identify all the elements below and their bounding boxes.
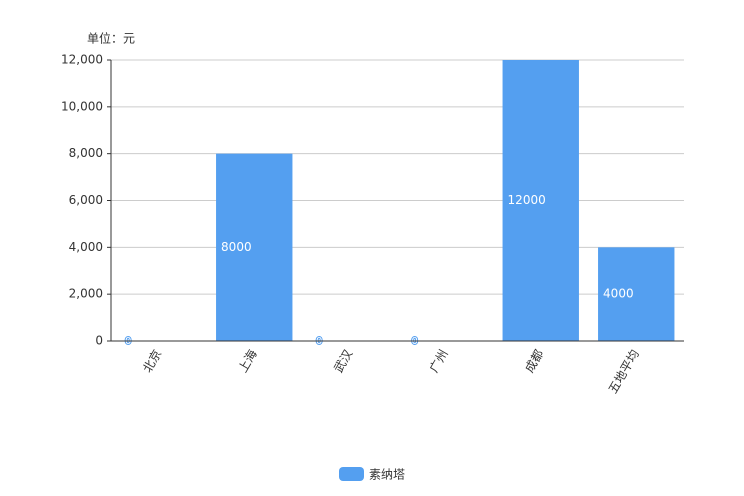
legend-label: 素纳塔 [369,468,405,482]
x-tick-label: 上海 [235,347,260,375]
value-label: 8000 [221,240,252,254]
y-tick-label: 12,000 [61,53,103,67]
y-tick-label: 10,000 [61,99,103,113]
y-tick-label: 6,000 [69,193,103,207]
bar [598,247,675,341]
bar [216,153,293,341]
bar [502,60,579,341]
y-tick-label: 0 [95,334,103,348]
value-label: 12000 [508,193,546,207]
value-label: 4000 [603,287,634,301]
x-tick-label: 成都 [522,347,546,375]
x-tick-label: 五地平均 [606,347,642,396]
x-tick-label: 武汉 [331,347,355,375]
unit-label: 单位：元 [87,31,135,46]
y-tick-label: 4,000 [69,240,103,254]
x-tick-label: 广州 [427,347,451,375]
x-tick-label: 北京 [140,347,164,375]
legend-swatch [339,467,364,481]
y-tick-label: 8,000 [69,146,103,160]
y-tick-label: 2,000 [69,287,103,301]
